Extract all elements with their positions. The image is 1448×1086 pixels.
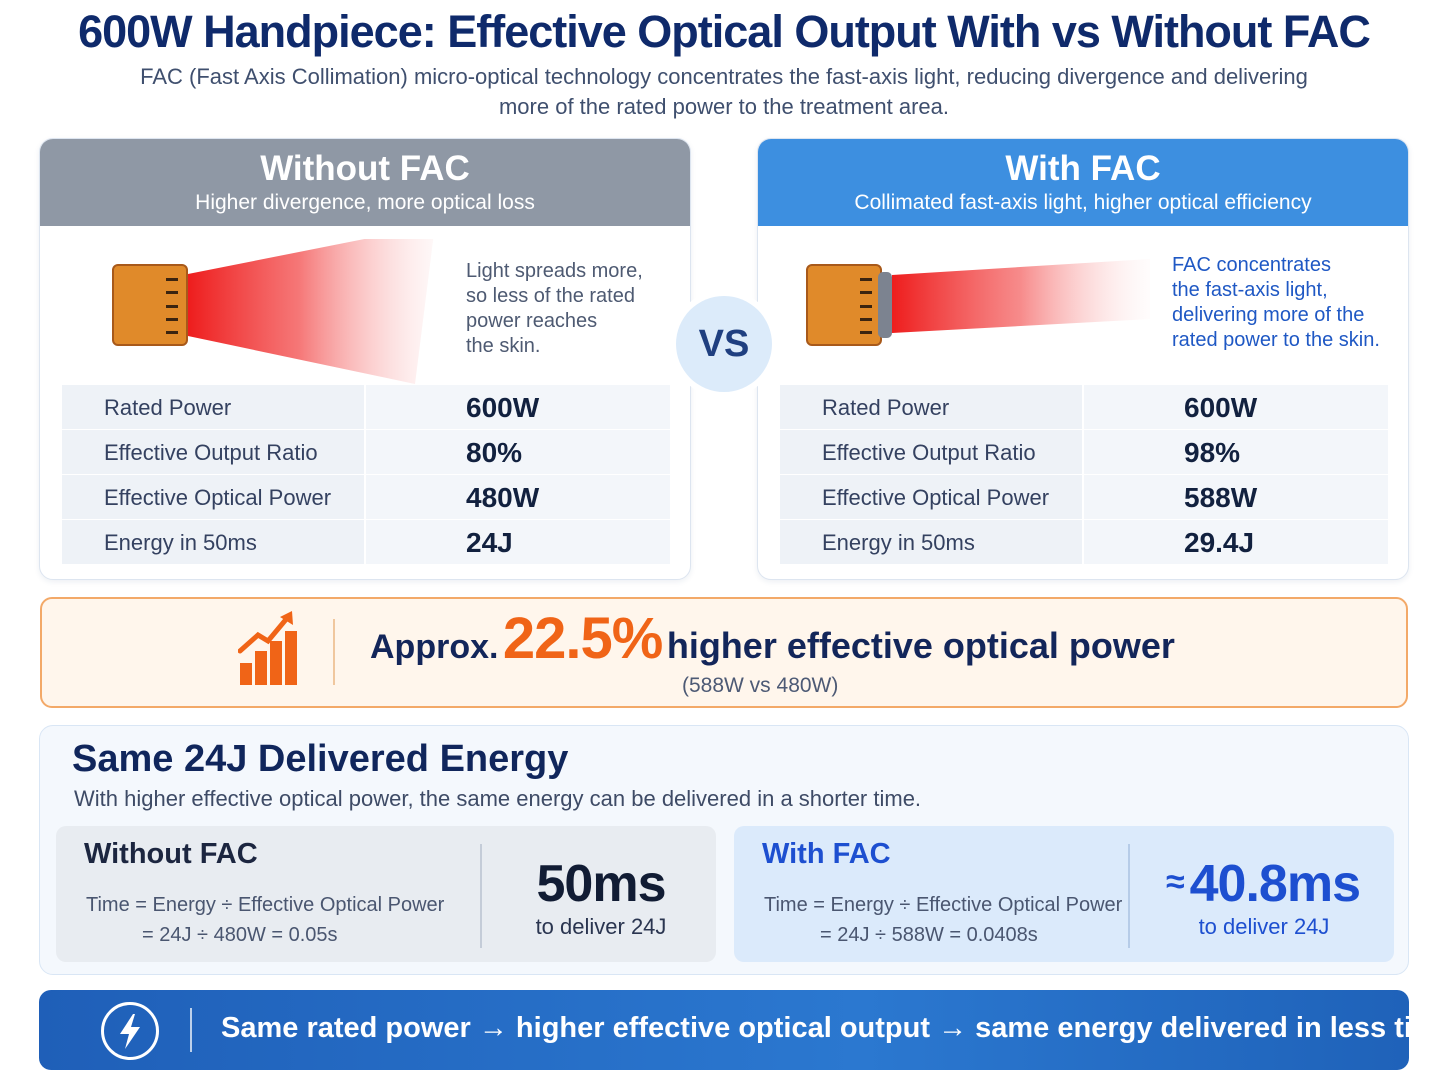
improvement-percent: 22.5% (502, 606, 663, 671)
table-row: Rated Power 600W (62, 385, 670, 430)
table-row: Effective Optical Power 480W (62, 475, 670, 520)
with-fac-beam-illustration: FAC concentrates the fast-axis light, de… (758, 239, 1408, 389)
with-fac-spec-table: Rated Power 600W Effective Output Ratio … (780, 385, 1388, 565)
approx-symbol: ≈ (1165, 863, 1185, 901)
row-label: Rated Power (62, 385, 366, 429)
lightning-bolt-icon (101, 1002, 159, 1060)
without-fac-subtitle: Higher divergence, more optical loss (195, 191, 535, 214)
row-label: Effective Output Ratio (780, 430, 1084, 474)
improvement-highlight: Approx. 22.5% higher effective optical p… (40, 597, 1408, 708)
with-fac-time-value: ≈40.8ms (1165, 855, 1361, 913)
without-fac-beam-text: Light spreads more, so less of the rated… (466, 260, 643, 357)
with-fac-formula: Time = Energy ÷ Effective Optical Power … (764, 894, 1123, 946)
improvement-suffix: higher effective optical power (666, 625, 1175, 666)
with-fac-time-title: With FAC (762, 838, 891, 870)
divergent-beam-graphic (188, 239, 434, 384)
without-fac-formula: Time = Energy ÷ Effective Optical Power … (86, 894, 445, 946)
without-fac-header: Without FAC Higher divergence, more opti… (40, 139, 690, 226)
improvement-prefix: Approx. (370, 628, 499, 666)
row-value: 29.4J (1084, 520, 1388, 564)
laser-chip-icon (112, 264, 188, 346)
row-label: Energy in 50ms (780, 520, 1084, 564)
row-label: Effective Optical Power (780, 475, 1084, 519)
vs-badge: VS (676, 296, 772, 392)
fac-lens-icon (878, 272, 892, 338)
laser-chip-icon (806, 264, 882, 346)
row-value: 588W (1084, 475, 1388, 519)
time-box-divider (480, 844, 482, 948)
row-value: 98% (1084, 430, 1388, 474)
page-subtitle: FAC (Fast Axis Collimation) micro-optica… (140, 64, 1308, 119)
bar-chart-growth-icon (238, 611, 297, 685)
energy-title: Same 24J Delivered Energy (72, 738, 569, 780)
highlight-divider (333, 619, 335, 685)
page-title: 600W Handpiece: Effective Optical Output… (78, 6, 1371, 57)
without-fac-time-box: Without FAC Time = Energy ÷ Effective Op… (56, 826, 716, 962)
with-fac-subtitle: Collimated fast-axis light, higher optic… (854, 191, 1312, 214)
without-fac-beam-illustration: Light spreads more, so less of the rated… (40, 239, 690, 389)
table-row: Energy in 50ms 24J (62, 520, 670, 565)
collimated-beam-graphic (892, 259, 1150, 333)
row-value: 600W (366, 385, 670, 429)
collimated-beam (892, 259, 1150, 333)
improvement-note: (588W vs 480W) (682, 674, 839, 697)
table-row: Effective Output Ratio 80% (62, 430, 670, 475)
row-value: 24J (366, 520, 670, 564)
table-row: Effective Output Ratio 98% (780, 430, 1388, 475)
with-fac-time-caption: to deliver 24J (1198, 914, 1330, 939)
table-row: Energy in 50ms 29.4J (780, 520, 1388, 565)
time-box-divider (1128, 844, 1130, 948)
without-fac-time-title: Without FAC (84, 838, 258, 870)
row-value: 600W (1084, 385, 1388, 429)
summary-text: Same rated power → higher effective opti… (221, 1012, 1448, 1044)
row-label: Energy in 50ms (62, 520, 366, 564)
with-fac-time-box: With FAC Time = Energy ÷ Effective Optic… (734, 826, 1394, 962)
divergent-beam (188, 239, 434, 384)
table-row: Effective Optical Power 588W (780, 475, 1388, 520)
row-label: Effective Output Ratio (62, 430, 366, 474)
with-fac-panel: With FAC Collimated fast-axis light, hig… (757, 138, 1409, 580)
row-value: 480W (366, 475, 670, 519)
improvement-statement: Approx. 22.5% higher effective optical p… (370, 605, 1175, 672)
summary-banner: Same rated power → higher effective opti… (39, 990, 1448, 1070)
row-label: Rated Power (780, 385, 1084, 429)
with-fac-beam-text: FAC concentrates the fast-axis light, de… (1172, 254, 1380, 351)
energy-section: Same 24J Delivered Energy With higher ef… (39, 725, 1409, 975)
without-fac-spec-table: Rated Power 600W Effective Output Ratio … (62, 385, 670, 565)
banner-divider (190, 1008, 192, 1052)
table-row: Rated Power 600W (780, 385, 1388, 430)
row-value: 80% (366, 430, 670, 474)
with-fac-title: With FAC (1005, 149, 1161, 188)
without-fac-time-caption: to deliver 24J (535, 914, 667, 939)
row-label: Effective Optical Power (62, 475, 366, 519)
without-fac-time-value: 50ms (536, 855, 667, 913)
without-fac-title: Without FAC (260, 149, 470, 188)
without-fac-panel: Without FAC Higher divergence, more opti… (39, 138, 691, 580)
with-fac-header: With FAC Collimated fast-axis light, hig… (758, 139, 1408, 226)
energy-subtitle: With higher effective optical power, the… (74, 786, 922, 811)
